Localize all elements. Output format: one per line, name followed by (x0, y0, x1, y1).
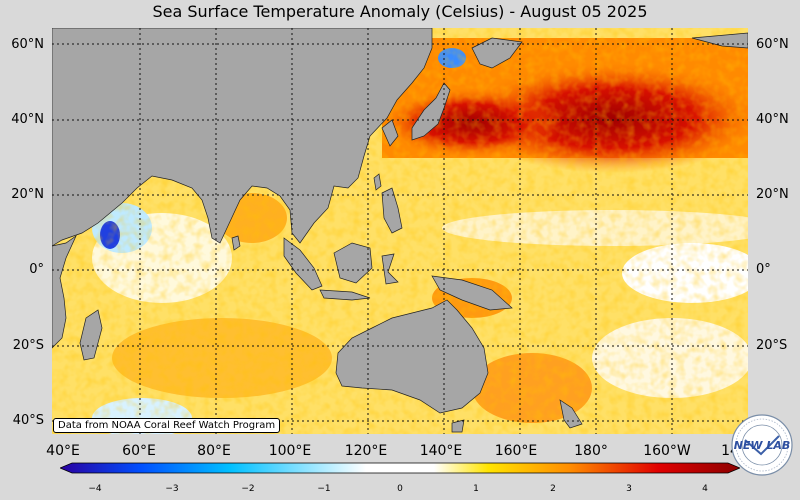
colorbar-tick-2: 2 (550, 484, 556, 494)
colorbar-tick-3: 3 (626, 484, 632, 494)
eurasia (52, 28, 433, 247)
java (319, 289, 371, 301)
colorbar-tick-4: 4 (702, 484, 708, 494)
colorbar (60, 462, 740, 474)
new-guinea (431, 275, 513, 311)
borneo (333, 242, 373, 284)
map-title: Sea Surface Temperature Anomaly (Celsius… (152, 2, 648, 21)
sakhalin-kamchatka (471, 37, 523, 69)
lon-label-100e: 100°E (268, 443, 312, 459)
lon-label-80e: 80°E (197, 443, 231, 459)
new-zealand (559, 399, 583, 429)
lat-label-left-60n: 60°N (11, 37, 44, 52)
australia (335, 299, 489, 414)
tasmania (451, 419, 465, 433)
lon-label-160w: 160°W (643, 443, 691, 459)
lon-label-120e: 120°E (344, 443, 388, 459)
lat-label-left-40s: 40°S (12, 413, 44, 428)
lat-label-left-eq: 0° (29, 262, 44, 277)
lat-label-right-20s: 20°S (756, 338, 788, 353)
taiwan (373, 173, 382, 191)
sulawesi (381, 253, 399, 285)
colorbar-tick-neg1: −1 (317, 484, 331, 494)
sri-lanka (231, 235, 241, 251)
lat-label-left-20s: 20°S (12, 338, 44, 353)
sumatra (283, 237, 323, 291)
logo-text: NEW LAB (734, 439, 791, 452)
madagascar (79, 309, 103, 361)
data-credit: Data from NOAA Coral Reef Watch Program (53, 418, 281, 433)
lat-label-right-eq: 0° (756, 262, 771, 277)
lon-label-40e: 40°E (46, 443, 80, 459)
japan (411, 82, 451, 141)
land (52, 28, 748, 433)
africa (52, 234, 77, 349)
colorbar-tick-neg3: −3 (165, 484, 179, 494)
sst-anomaly-map (52, 28, 748, 434)
lon-label-160e: 160°E (494, 443, 538, 459)
lon-label-60e: 60°E (122, 443, 156, 459)
lat-label-left-20n: 20°N (11, 187, 44, 202)
lat-label-left-40n: 40°N (11, 112, 44, 127)
colorbar-tick-neg4: −4 (88, 484, 102, 494)
colorbar-tick-0: 0 (397, 484, 403, 494)
colorbar-tick-1: 1 (473, 484, 479, 494)
lat-label-right-40n: 40°N (756, 112, 789, 127)
lat-label-right-60n: 60°N (756, 37, 789, 52)
lat-label-right-20n: 20°N (756, 187, 789, 202)
lon-label-180: 180° (574, 443, 608, 459)
newlab-logo: NEW LAB (731, 414, 793, 476)
colorbar-tick-neg2: −2 (241, 484, 255, 494)
lon-label-140e: 140°E (419, 443, 463, 459)
philippines (381, 187, 403, 234)
colorbar-bar (60, 462, 740, 474)
korea (381, 119, 399, 147)
